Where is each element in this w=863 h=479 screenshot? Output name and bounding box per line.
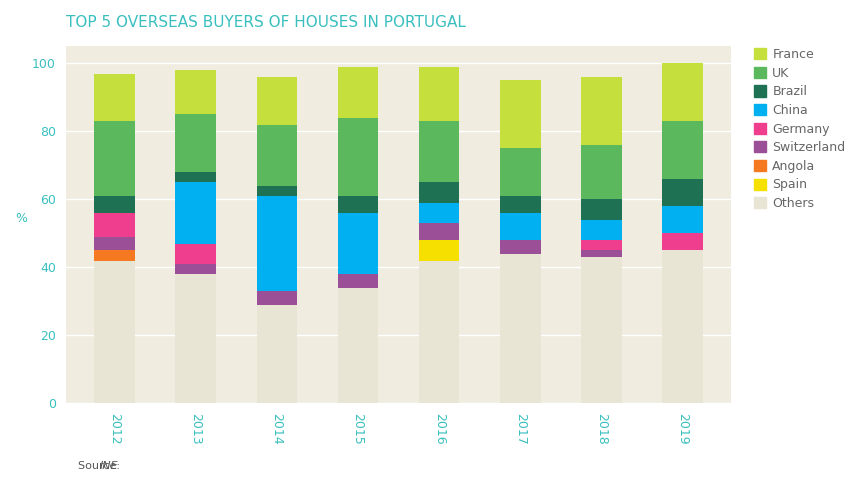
Bar — [500, 254, 541, 403]
Bar — [94, 121, 135, 196]
Bar — [94, 251, 135, 261]
Bar — [500, 213, 541, 240]
Bar — [256, 186, 297, 196]
Bar — [337, 213, 378, 274]
Bar — [663, 251, 703, 403]
Bar — [500, 80, 541, 148]
Bar — [256, 291, 297, 305]
Bar — [337, 274, 378, 288]
Bar — [337, 288, 378, 403]
Bar — [94, 74, 135, 121]
Bar — [256, 196, 297, 291]
Bar — [582, 199, 622, 220]
Bar — [582, 220, 622, 240]
Text: INE: INE — [99, 461, 118, 471]
Bar — [175, 114, 216, 172]
Bar — [337, 118, 378, 196]
Bar — [582, 240, 622, 251]
Bar — [500, 240, 541, 254]
Bar — [256, 305, 297, 403]
Bar — [663, 179, 703, 206]
Bar — [337, 67, 378, 118]
Bar — [256, 125, 297, 186]
Bar — [175, 264, 216, 274]
Bar — [175, 182, 216, 244]
Bar — [582, 257, 622, 403]
Bar — [256, 77, 297, 125]
Bar — [419, 203, 459, 223]
Bar — [94, 261, 135, 403]
Bar — [419, 240, 459, 261]
Bar — [94, 213, 135, 237]
Bar — [419, 121, 459, 182]
Bar — [175, 70, 216, 114]
Text: Source:: Source: — [78, 461, 123, 471]
Bar — [419, 67, 459, 121]
Bar — [500, 196, 541, 213]
Legend: France, UK, Brazil, China, Germany, Switzerland, Angola, Spain, Others: France, UK, Brazil, China, Germany, Swit… — [751, 46, 848, 213]
Bar — [94, 237, 135, 251]
Bar — [419, 182, 459, 203]
Y-axis label: %: % — [15, 212, 27, 225]
Bar — [419, 261, 459, 403]
Bar — [419, 223, 459, 240]
Bar — [582, 251, 622, 257]
Bar — [175, 172, 216, 182]
Bar — [663, 206, 703, 233]
Bar — [663, 121, 703, 179]
Text: TOP 5 OVERSEAS BUYERS OF HOUSES IN PORTUGAL: TOP 5 OVERSEAS BUYERS OF HOUSES IN PORTU… — [66, 15, 465, 30]
Bar — [94, 196, 135, 213]
Bar — [500, 148, 541, 196]
Bar — [175, 274, 216, 403]
Bar — [175, 244, 216, 264]
Bar — [582, 145, 622, 199]
Bar — [582, 77, 622, 145]
Bar — [337, 196, 378, 213]
Bar — [663, 63, 703, 121]
Bar — [663, 233, 703, 251]
